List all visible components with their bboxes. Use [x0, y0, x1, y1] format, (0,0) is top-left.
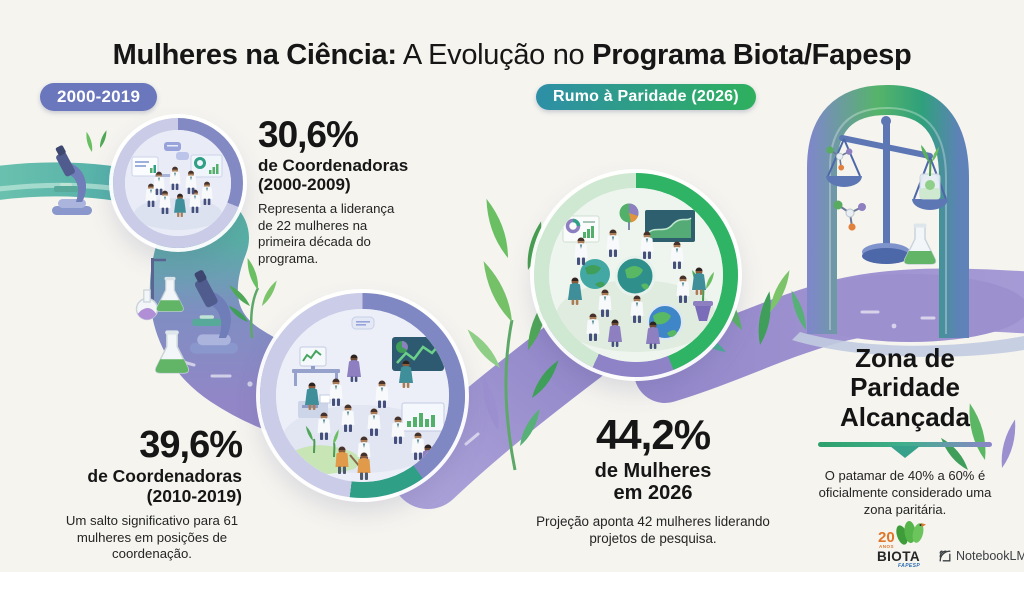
biota-leaves-icon [896, 521, 926, 545]
stat-value: 44,2% [595, 411, 711, 458]
title-bold-2: Programa Biota/Fapesp [592, 39, 912, 72]
biota-fapesp: FAPESP [898, 563, 921, 569]
scientists-scene-2010s [276, 309, 449, 482]
biota-name: BIOTA [877, 549, 920, 564]
page-title: Mulheres na Ciência: A Evolução no Progr… [0, 39, 1024, 72]
parity-badge: Rumo à Paridade (2026) [536, 84, 756, 110]
down-arrow-icon [890, 446, 920, 459]
stat-2010-2019: 39,6% de Coordenadoras (2010-2019) Um sa… [62, 424, 243, 563]
parity-zone-title: Zona de Paridade Alcançada [839, 343, 971, 432]
bottom-margin [0, 572, 1024, 596]
stat-description: Um salto significativo para 61 mulheres … [65, 513, 239, 562]
gradient-divider [818, 442, 992, 448]
biota-20: 20 [878, 529, 895, 546]
stat-label: de Coordenadoras (2000-2009) [258, 156, 409, 195]
notebooklm-label: NotebookLM [956, 549, 1024, 563]
stat-label: de Coordenadoras (2010-2019) [87, 466, 242, 506]
parity-arch-scale-illustration [807, 84, 969, 338]
title-bold-1: Mulheres na Ciência: [112, 39, 397, 72]
scientists-scene-2026 [549, 188, 723, 362]
parity-zone-panel: Zona de Paridade Alcançada O patamar de … [812, 343, 998, 519]
leaf-decoration [84, 129, 1020, 473]
molecule-icon [832, 199, 867, 232]
flask-icon [903, 222, 937, 265]
stat-description: Projeção aponta 42 mulheres liderando pr… [536, 513, 770, 546]
stat-2000-2009: 30,6% de Coordenadoras (2000-2009) Repre… [258, 116, 428, 268]
title-regular: A Evolução no [402, 39, 585, 72]
decade1-ring-chart [113, 118, 243, 248]
stat-value: 39,6% [139, 424, 243, 466]
stat-value: 30,6% [258, 114, 359, 155]
biota-anos: ANOS [879, 544, 895, 549]
stat-label: de Mulheres em 2026 [594, 460, 712, 505]
notebooklm-watermark: NotebookLM [938, 549, 1024, 563]
biota-logo: 20 ANOS BIOTA FAPESP [876, 521, 938, 571]
stat-2026: 44,2% de Mulheres em 2026 Projeção apont… [528, 414, 778, 548]
decade2-ring-chart [260, 293, 465, 498]
era-badge: 2000-2019 [40, 83, 158, 111]
parity-zone-description: O patamar de 40% a 60% é oficialmente co… [818, 468, 992, 517]
beaker-plant-icon [919, 144, 941, 200]
projection-ring-chart [534, 173, 738, 377]
scientists-scene-2000s [125, 130, 231, 236]
lab-equipment [52, 144, 238, 374]
stat-description: Representa a liderança de 22 mulheres na… [258, 201, 395, 266]
notebooklm-icon [939, 550, 951, 562]
balance-scale-icon [825, 116, 948, 264]
